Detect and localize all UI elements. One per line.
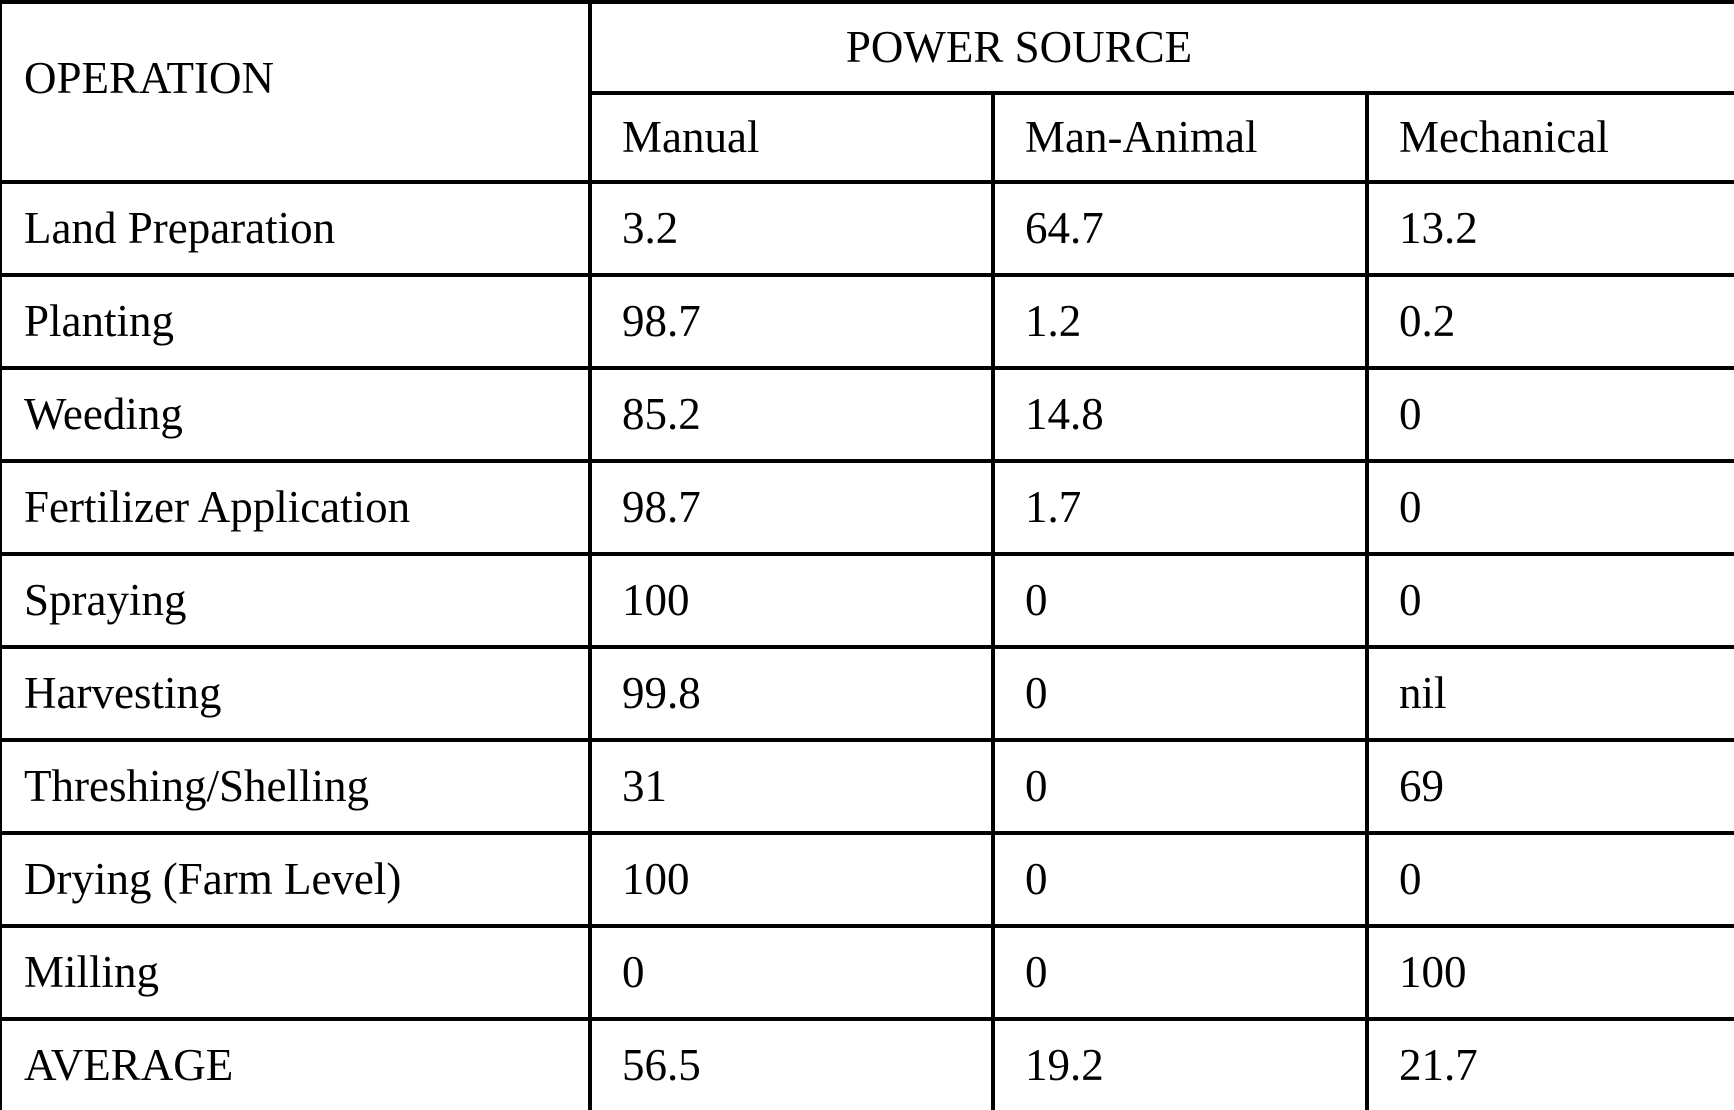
manual-value-cell: 100 bbox=[592, 556, 995, 649]
manual-value-cell: 99.8 bbox=[592, 649, 995, 742]
operation-cell: Threshing/Shelling bbox=[2, 742, 592, 835]
man-animal-value-cell: 0 bbox=[995, 556, 1369, 649]
mechanical-value-cell: nil bbox=[1369, 649, 1734, 742]
table-row: Planting 98.7 1.2 0.2 bbox=[2, 277, 1734, 370]
mechanical-value-cell: 13.2 bbox=[1369, 184, 1734, 277]
operation-header: OPERATION bbox=[2, 4, 592, 184]
power-source-header: POWER SOURCE bbox=[592, 4, 1734, 95]
col-header-manual: Manual bbox=[592, 95, 995, 184]
operation-cell: Milling bbox=[2, 928, 592, 1021]
mechanical-value-cell: 100 bbox=[1369, 928, 1734, 1021]
man-animal-value-cell: 64.7 bbox=[995, 184, 1369, 277]
table-row-average: AVERAGE 56.5 19.2 21.7 bbox=[2, 1021, 1734, 1110]
table-row: Milling 0 0 100 bbox=[2, 928, 1734, 1021]
table-row: Fertilizer Application 98.7 1.7 0 bbox=[2, 463, 1734, 556]
operation-cell: Spraying bbox=[2, 556, 592, 649]
mechanical-value-cell: 69 bbox=[1369, 742, 1734, 835]
manual-value-cell: 56.5 bbox=[592, 1021, 995, 1110]
table-row: Threshing/Shelling 31 0 69 bbox=[2, 742, 1734, 835]
mechanical-value-cell: 21.7 bbox=[1399, 1039, 1478, 1090]
manual-value-cell: 85.2 bbox=[592, 370, 995, 463]
mechanical-value-cell: 0 bbox=[1369, 556, 1734, 649]
operation-cell: Harvesting bbox=[2, 649, 592, 742]
col-header-man-animal: Man-Animal bbox=[995, 95, 1369, 184]
header-row-columns: Manual Man-Animal Mechanical bbox=[2, 95, 1734, 184]
man-animal-value-cell: 0 bbox=[995, 742, 1369, 835]
operation-cell: AVERAGE bbox=[2, 1021, 592, 1110]
man-animal-value-cell: 0 bbox=[995, 649, 1369, 742]
mechanical-value-cell: 0 bbox=[1369, 370, 1734, 463]
man-animal-value-cell: 14.8 bbox=[995, 370, 1369, 463]
man-animal-value-cell: 1.7 bbox=[995, 463, 1369, 556]
manual-value-cell: 100 bbox=[592, 835, 995, 928]
man-animal-value-cell: 19.2 bbox=[995, 1021, 1369, 1110]
table-row: Land Preparation 3.2 64.7 13.2 bbox=[2, 184, 1734, 277]
col-header-mechanical: Mechanical bbox=[1369, 95, 1734, 184]
man-animal-value-cell: 0 bbox=[995, 835, 1369, 928]
mechanical-value-cell: 0 bbox=[1369, 463, 1734, 556]
table-row: Spraying 100 0 0 bbox=[2, 556, 1734, 649]
table-row: Weeding 85.2 14.8 0 bbox=[2, 370, 1734, 463]
operation-cell: Weeding bbox=[2, 370, 592, 463]
table-row: Drying (Farm Level) 100 0 0 bbox=[2, 835, 1734, 928]
manual-value-cell: 0 bbox=[592, 928, 995, 1021]
mechanical-value-cell: 0.2 bbox=[1369, 277, 1734, 370]
man-animal-value-cell: 1.2 bbox=[995, 277, 1369, 370]
operation-cell: Fertilizer Application bbox=[2, 463, 592, 556]
man-animal-value-cell: 0 bbox=[995, 928, 1369, 1021]
manual-value-cell: 31 bbox=[592, 742, 995, 835]
operation-cell: Land Preparation bbox=[2, 184, 592, 277]
operation-cell: Drying (Farm Level) bbox=[2, 835, 592, 928]
manual-value-cell: 98.7 bbox=[592, 463, 995, 556]
mechanical-value-cell: 0 bbox=[1369, 835, 1734, 928]
table-row: Harvesting 99.8 0 nil bbox=[2, 649, 1734, 742]
manual-value-cell: 3.2 bbox=[592, 184, 995, 277]
header-row-top: OPERATION POWER SOURCE bbox=[2, 4, 1734, 184]
operation-cell: Planting bbox=[2, 277, 592, 370]
manual-value-cell: 98.7 bbox=[592, 277, 995, 370]
